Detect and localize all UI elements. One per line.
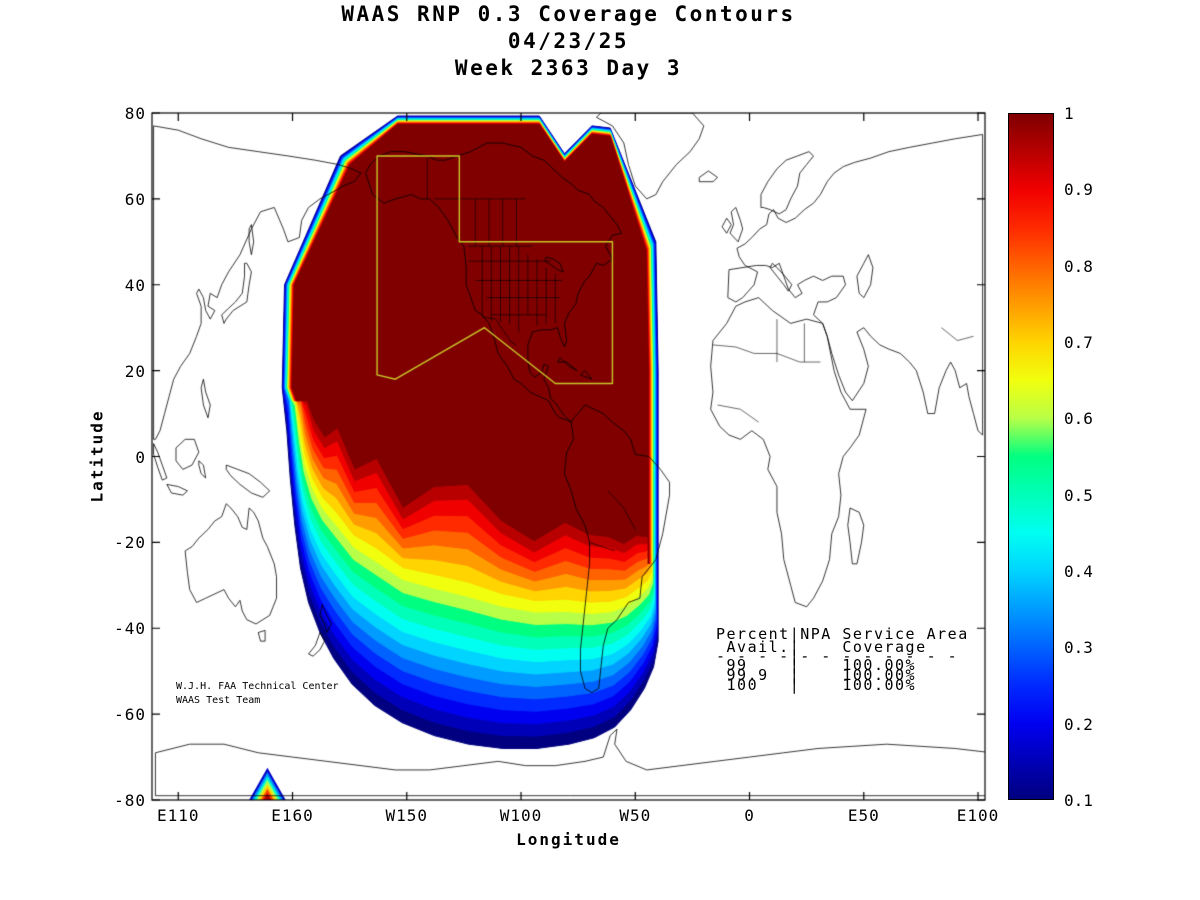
- colorbar-tick-label: 0.4: [1064, 562, 1093, 581]
- colorbar-tick-label: 0.2: [1064, 714, 1093, 734]
- x-tick-label: E100: [956, 806, 1000, 825]
- y-tick-label: 40: [124, 275, 146, 295]
- y-tick-label: -20: [114, 533, 146, 553]
- x-tick-label: E110: [157, 806, 200, 825]
- chart-week-day: Week 2363 Day 3: [454, 56, 683, 80]
- y-tick-label: 20: [124, 361, 146, 381]
- availability-table-row: 99.9 | 100.00%: [716, 666, 917, 684]
- availability-table-subheader: Avail.| Coverage: [716, 638, 927, 656]
- colorbar-tick-label: 0.5: [1064, 485, 1093, 505]
- colorbar-tick-label: 0.1: [1064, 791, 1093, 810]
- colorbar-tick-label: 0.9: [1064, 180, 1093, 200]
- x-tick-label: W150: [385, 806, 429, 825]
- y-tick-label: -80: [114, 791, 146, 810]
- colorbar: [1008, 113, 1054, 800]
- x-axis-label: Longitude: [516, 830, 621, 849]
- colorbar-gradient: [1009, 114, 1053, 799]
- availability-table-header: Percent|NPA Service Area: [716, 625, 969, 643]
- colorbar-tick-label: 0.3: [1064, 638, 1093, 658]
- watermark-line1: W.J.H. FAA Technical Center: [176, 681, 339, 692]
- chart-date: 04/23/25: [507, 29, 630, 53]
- colorbar-tick-label: 1: [1064, 104, 1074, 123]
- x-tick-label: E160: [271, 806, 314, 825]
- colorbar-tick-label: 0.6: [1064, 409, 1093, 429]
- x-tick-label: W100: [499, 806, 543, 825]
- y-tick-label: 60: [124, 189, 146, 209]
- availability-table-row: 99 | 100.00%: [716, 656, 917, 674]
- x-tick-label: E50: [847, 806, 880, 825]
- availability-table-row: 100 | 100.00%: [716, 676, 917, 694]
- x-tick-label: 0: [744, 806, 755, 825]
- y-tick-label: 0: [135, 447, 146, 467]
- chart-title: WAAS RNP 0.3 Coverage Contours: [341, 2, 796, 26]
- y-tick-label: -60: [114, 705, 146, 725]
- x-tick-label: W50: [619, 806, 652, 825]
- availability-table-rule: - - - -|- - - - - - - -: [716, 647, 959, 665]
- colorbar-tick-label: 0.8: [1064, 256, 1093, 276]
- colorbar-tick-label: 0.7: [1064, 333, 1093, 352]
- y-tick-label: 80: [124, 104, 146, 123]
- y-tick-label: -40: [114, 619, 146, 639]
- watermark-line2: WAAS Test Team: [176, 695, 261, 706]
